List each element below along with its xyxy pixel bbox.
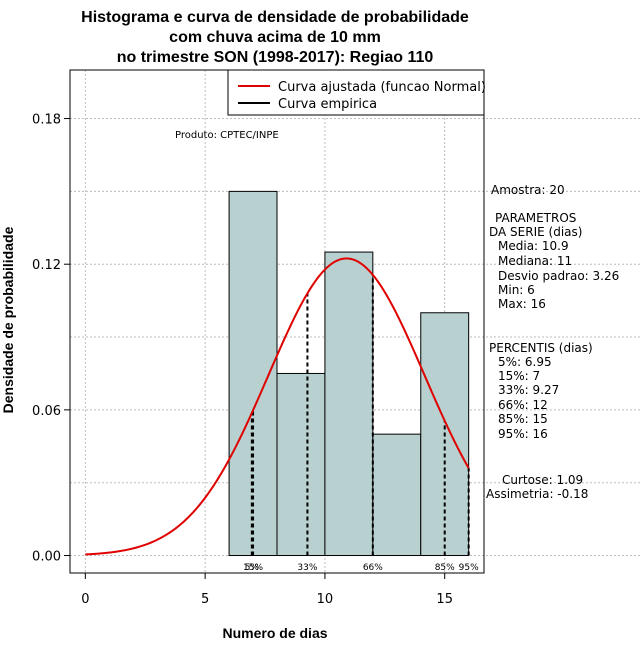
percentile-label: 33% <box>297 563 317 573</box>
assimetria-text: Assimetria: -0.18 <box>486 487 588 501</box>
percentil-66: 66%: 12 <box>498 398 548 412</box>
product-annotation: Produto: CPTEC/INPE <box>175 130 279 141</box>
y-tick-label: 0.12 <box>32 258 61 273</box>
parametros-subtitle: DA SERIE (dias) <box>489 225 582 239</box>
percentile-label: 5% <box>245 563 260 573</box>
param-desvio: Desvio padrao: 3.26 <box>498 269 619 283</box>
percentil-33: 33%: 9.27 <box>498 383 559 397</box>
statistics-panel: Amostra: 20 PARAMETROS DA SERIE (dias) M… <box>486 183 619 501</box>
percentile-label: 15% <box>243 563 263 573</box>
percentil-5: 5%: 6.95 <box>498 355 552 369</box>
param-min: Min: 6 <box>498 283 535 297</box>
percentile-label: 85% <box>435 563 455 573</box>
y-tick-label: 0.06 <box>32 404 61 419</box>
param-media: Media: 10.9 <box>498 239 569 253</box>
histogram-bar <box>372 433 422 557</box>
legend-empirical-label: Curva empirica <box>278 97 377 112</box>
chart-title-line-1: Histograma e curva de densidade de proba… <box>81 9 469 26</box>
percentile-label: 95% <box>459 563 479 573</box>
legend-box <box>227 69 485 116</box>
y-axis-label: Densidade de probabilidade <box>0 226 16 413</box>
legend: Curva ajustada (funcao Normal) Curva emp… <box>227 69 486 116</box>
histogram-bars <box>228 190 470 557</box>
percentile-label: 66% <box>363 563 383 573</box>
percentil-95: 95%: 16 <box>498 427 548 441</box>
x-tick-label: 10 <box>317 592 334 607</box>
y-tick-label: 0.18 <box>32 113 61 128</box>
percentile-lines: 5%15% 33% 66% 85% 95% <box>243 274 479 573</box>
percentil-85: 85%: 15 <box>498 412 548 426</box>
percentil-15: 15%: 7 <box>498 369 540 383</box>
normal-curve <box>85 257 470 556</box>
curtose-text: Curtose: 1.09 <box>502 473 583 487</box>
parametros-title: PARAMETROS <box>495 211 576 225</box>
x-tick-label: 5 <box>201 592 209 607</box>
x-tick-label: 0 <box>81 592 89 607</box>
param-mediana: Mediana: 11 <box>498 254 572 268</box>
amostra-text: Amostra: 20 <box>491 183 565 197</box>
percentis-title: PERCENTIS (dias) <box>489 341 593 355</box>
chart-title-line-2: com chuva acima de 10 mm <box>169 29 381 46</box>
x-tick-label: 15 <box>436 592 453 607</box>
param-max: Max: 16 <box>498 297 546 311</box>
axes: 0 5 10 15 0.00 0.06 0.12 0.18 <box>32 69 485 607</box>
histogram-bar <box>276 372 326 557</box>
x-axis-label: Numero de dias <box>222 625 327 641</box>
y-tick-label: 0.00 <box>32 550 61 565</box>
curves <box>85 257 470 556</box>
legend-normal-label: Curva ajustada (funcao Normal) <box>278 80 486 95</box>
chart-title-line-3: no trimestre SON (1998-2017): Regiao 110 <box>117 49 434 66</box>
histogram-bar <box>324 251 374 557</box>
